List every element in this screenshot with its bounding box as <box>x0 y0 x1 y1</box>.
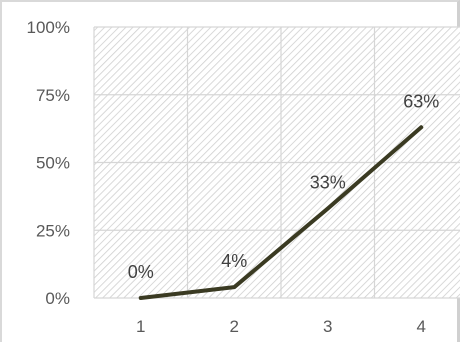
data-label: 0% <box>128 262 154 282</box>
y-tick-label: 0% <box>45 289 70 308</box>
x-tick-label: 4 <box>417 317 426 336</box>
y-tick-label: 75% <box>36 86 70 105</box>
series-line-group <box>138 125 424 300</box>
y-axis-tick-labels: 0% 25% 50% 75% 100% <box>27 18 70 308</box>
y-tick-label: 50% <box>36 154 70 173</box>
data-label: 63% <box>403 91 439 111</box>
x-tick-label: 3 <box>323 317 332 336</box>
x-tick-label: 2 <box>230 317 239 336</box>
y-tick-label: 25% <box>36 221 70 240</box>
data-labels: 0% 4% 33% 63% <box>128 91 440 282</box>
y-tick-label: 100% <box>27 18 70 37</box>
data-label: 33% <box>310 173 346 193</box>
x-axis-tick-labels: 1 2 3 4 <box>136 317 426 336</box>
data-label: 4% <box>221 251 247 271</box>
series-line <box>138 125 424 300</box>
x-tick-label: 1 <box>136 317 145 336</box>
